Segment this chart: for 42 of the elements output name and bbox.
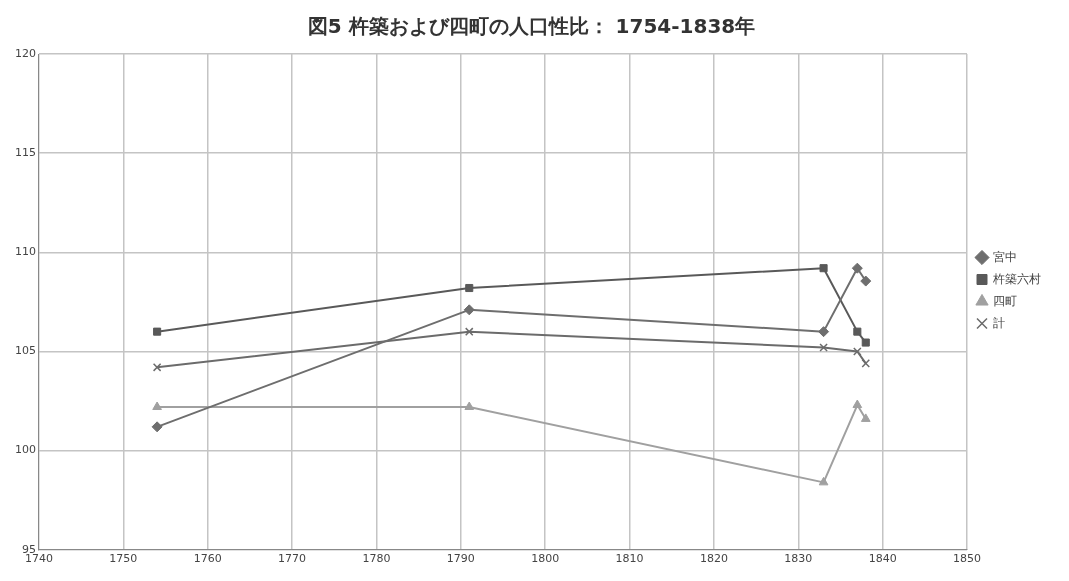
x-tick-label: 1740 [25, 552, 53, 566]
x-tick-label: 1760 [193, 552, 222, 566]
point [861, 359, 871, 368]
y-tick-label: 105 [15, 344, 36, 358]
x-tick-label: 1810 [615, 552, 644, 566]
point [861, 338, 870, 347]
x-tick-label: 1770 [278, 552, 307, 566]
point [151, 421, 163, 433]
point [153, 327, 162, 336]
point [152, 401, 162, 411]
x-tick-label: 1750 [109, 552, 138, 566]
x-tick-label: 1840 [868, 552, 897, 566]
point [818, 326, 830, 338]
point [853, 347, 862, 356]
chart-title: 図5 杵築および四町の人口性比： 1754-1838年 [307, 14, 756, 39]
y-tick-label: 115 [15, 146, 36, 160]
point [464, 327, 474, 336]
legend-label: 宮中 [993, 249, 1017, 264]
point [464, 401, 475, 411]
x-tick-label: 1850 [953, 552, 981, 566]
y-tick-label: 120 [15, 46, 36, 60]
point [819, 343, 828, 352]
point [152, 363, 162, 372]
legend-label: 四町 [993, 293, 1017, 308]
y-tick-label: 100 [15, 443, 36, 457]
point [818, 476, 829, 486]
x-tick-label: 1790 [446, 552, 475, 566]
point [465, 283, 474, 293]
legend-label: 杵築六村 [992, 271, 1041, 286]
legend-label: 計 [993, 315, 1005, 330]
point [819, 264, 828, 273]
x-tick-label: 1800 [531, 552, 560, 566]
point [860, 275, 872, 287]
point [853, 327, 862, 336]
point [860, 413, 871, 422]
point [851, 262, 863, 274]
point [463, 304, 475, 316]
x-tick-label: 1820 [699, 552, 728, 566]
x-tick-label: 1830 [784, 552, 813, 566]
x-tick-label: 1780 [362, 552, 391, 566]
point [852, 399, 863, 409]
y-tick-label: 110 [15, 245, 36, 259]
